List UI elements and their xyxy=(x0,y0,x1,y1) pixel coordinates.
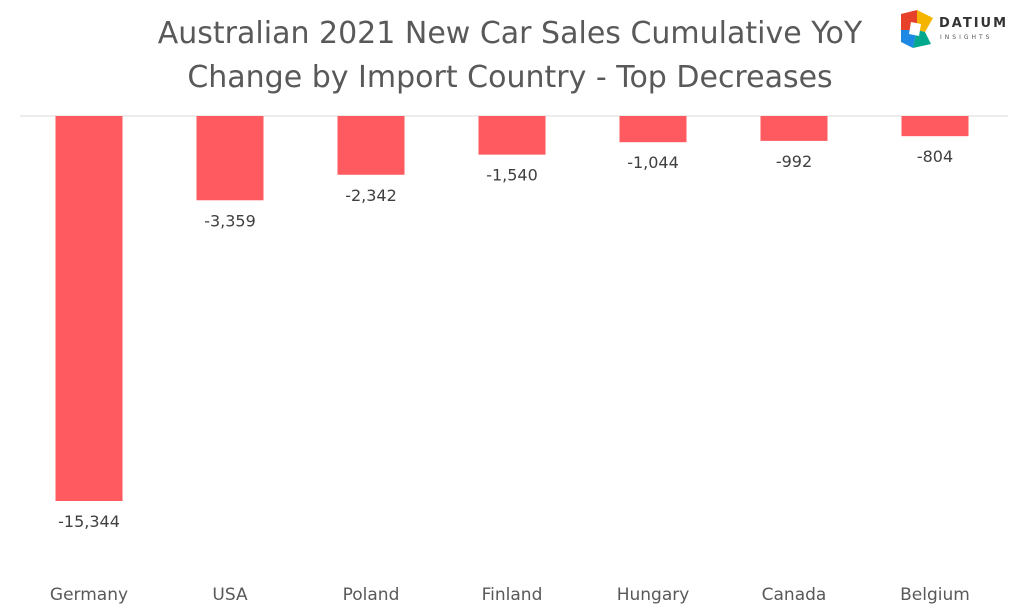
category-label-canada: Canada xyxy=(762,585,827,605)
bar-canada xyxy=(760,116,828,141)
chart-title-line-1: Australian 2021 New Car Sales Cumulative… xyxy=(157,16,863,51)
value-label-usa: -3,359 xyxy=(204,211,256,230)
value-label-canada: -992 xyxy=(776,152,812,171)
bar-finland xyxy=(478,116,546,155)
logo-subtitle: INSIGHTS xyxy=(940,34,993,41)
value-label-belgium: -804 xyxy=(917,147,953,166)
bar-poland xyxy=(337,116,405,175)
category-label-finland: Finland xyxy=(482,585,543,605)
datium-logo: DATIUM INSIGHTS xyxy=(897,8,1015,58)
value-label-germany: -15,344 xyxy=(58,512,120,531)
category-label-usa: USA xyxy=(212,585,248,605)
category-label-poland: Poland xyxy=(343,585,400,605)
bar-hungary xyxy=(619,116,687,143)
bar-usa xyxy=(196,116,264,201)
value-label-finland: -1,540 xyxy=(486,166,538,185)
bar-germany xyxy=(55,116,123,501)
value-label-hungary: -1,044 xyxy=(627,153,679,172)
datium-logo-icon xyxy=(901,10,933,48)
value-label-poland: -2,342 xyxy=(345,186,397,205)
logo-name: DATIUM xyxy=(939,16,1009,31)
chart-title: Australian 2021 New Car Sales Cumulative… xyxy=(120,12,900,100)
chart-title-line-2: Change by Import Country - Top Decreases xyxy=(187,60,833,95)
bar-belgium xyxy=(901,116,969,137)
category-label-hungary: Hungary xyxy=(617,585,690,605)
category-label-belgium: Belgium xyxy=(900,585,970,605)
category-label-germany: Germany xyxy=(50,585,128,605)
